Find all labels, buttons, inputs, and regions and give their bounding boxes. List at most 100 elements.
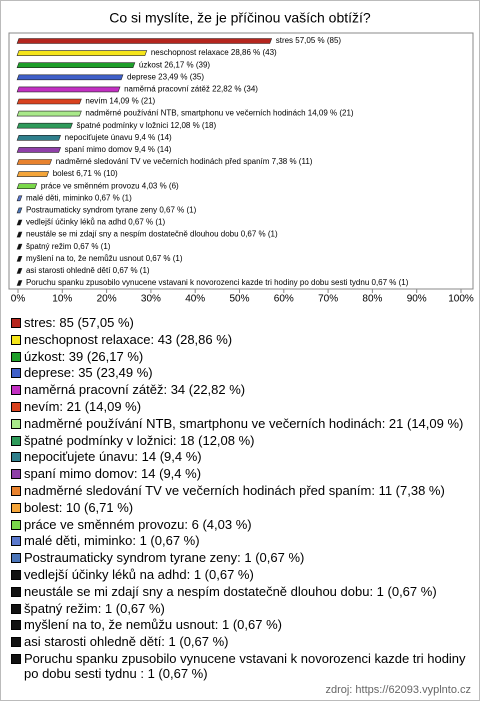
- bar: [16, 38, 273, 44]
- bar: [16, 207, 23, 214]
- bar: [16, 219, 23, 226]
- legend-swatch: [11, 334, 21, 345]
- bar: [16, 86, 121, 93]
- x-tick-label: 60%: [274, 294, 294, 305]
- value-label: naměrná pracovní zátěž 22,82 % (34): [124, 85, 258, 94]
- legend-item: nevím: 21 (14,09 %): [11, 399, 473, 414]
- value-label: stres 57,05 % (85): [276, 36, 342, 45]
- bar: [16, 122, 73, 129]
- legend-item: špatný režim: 1 (0,67 %): [11, 601, 473, 616]
- bar: [16, 159, 53, 165]
- legend-swatch: [11, 502, 21, 513]
- bar: [16, 62, 136, 69]
- legend-swatch: [11, 452, 21, 463]
- legend: stres: 85 (57,05 %) neschopnost relaxace:…: [11, 315, 473, 683]
- legend-label: úzkost: 39 (26,17 %): [24, 348, 144, 364]
- value-label: neustále se mi zdají sny a nespím dostat…: [26, 230, 278, 239]
- legend-label: neschopnost relaxace: 43 (28,86 %): [24, 331, 233, 347]
- value-label: spaní mimo domov 9,4 % (14): [65, 145, 172, 154]
- legend-swatch: [11, 469, 21, 480]
- value-label: nevím 14,09 % (21): [85, 97, 155, 106]
- x-tick-label: 90%: [407, 294, 427, 305]
- value-label: bolest 6,71 % (10): [53, 169, 118, 178]
- legend-item: špatné podmínky v ložnici: 18 (12,08 %): [11, 433, 473, 448]
- bar: [16, 50, 148, 56]
- legend-swatch: [11, 418, 21, 429]
- legend-swatch: [11, 385, 21, 396]
- value-label: myšlení na to, že nemůžu usnout 0,67 % (…: [26, 254, 183, 263]
- legend-swatch: [11, 536, 21, 547]
- value-label: práce ve směnném provozu 4,03 % (6): [41, 181, 179, 190]
- legend-label: nevím: 21 (14,09 %): [24, 398, 142, 414]
- legend-swatch: [11, 519, 21, 530]
- legend-item: Poruchu spanku zpusobilo vynucene vstava…: [11, 651, 473, 681]
- legend-swatch: [11, 553, 21, 564]
- legend-item: spaní mimo domov: 14 (9,4 %): [11, 466, 473, 481]
- legend-item: práce ve směnném provozu: 6 (4,03 %): [11, 517, 473, 532]
- legend-item: naměrná pracovní zátěž: 34 (22,82 %): [11, 382, 473, 397]
- bar: [16, 256, 23, 262]
- legend-label: neustále se mi zdají sny a nespím dostat…: [24, 583, 437, 599]
- value-label: úzkost 26,17 % (39): [139, 60, 210, 69]
- legend-label: špatné podmínky v ložnici: 18 (12,08 %): [24, 432, 255, 448]
- value-label: nepociťujete únavu 9,4 % (14): [65, 133, 172, 142]
- legend-item: nepociťujete únavu: 14 (9,4 %): [11, 449, 473, 464]
- legend-item: nadměrné sledování TV ve večerních hodin…: [11, 483, 473, 498]
- value-label: deprese 23,49 % (35): [127, 72, 204, 81]
- x-tick-label: 40%: [185, 294, 205, 305]
- chart: Co si myslíte, že je příčinou vaších obt…: [8, 10, 474, 305]
- value-label: malé děti, miminko 0,67 % (1): [26, 193, 132, 202]
- x-tick-label: 80%: [362, 294, 382, 305]
- legend-label: nepociťujete únavu: 14 (9,4 %): [24, 449, 202, 465]
- legend-item: nadměrné používání NTB, smartphonu ve ve…: [11, 416, 473, 431]
- bar: [16, 268, 23, 274]
- legend-label: myšlení na to, že nemůžu usnout: 1 (0,67…: [24, 617, 282, 633]
- bar: [16, 147, 61, 153]
- legend-label: stres: 85 (57,05 %): [24, 315, 134, 330]
- x-tick-label: 0%: [11, 294, 26, 305]
- legend-swatch: [11, 603, 21, 614]
- value-label: nadměrné sledování TV ve večerních hodin…: [56, 157, 313, 166]
- bar: [16, 183, 38, 189]
- legend-swatch: [11, 569, 21, 580]
- legend-label: bolest: 10 (6,71 %): [24, 499, 134, 515]
- x-tick-label: 10%: [52, 294, 72, 305]
- legend-swatch: [11, 401, 21, 412]
- x-tick-label: 100%: [448, 294, 474, 305]
- legend-label: asi starosti ohledně dětí: 1 (0,67 %): [24, 634, 229, 650]
- bar: [16, 74, 124, 81]
- legend-label: naměrná pracovní zátěž: 34 (22,82 %): [24, 382, 246, 398]
- value-label: asi starosti ohledně dětí 0,67 % (1): [26, 266, 150, 275]
- legend-item: neschopnost relaxace: 43 (28,86 %): [11, 332, 473, 347]
- x-tick-label: 50%: [229, 294, 249, 305]
- value-label: nadměrné používání NTB, smartphonu ve ve…: [85, 109, 353, 118]
- bar: [16, 231, 23, 238]
- bar: [16, 171, 50, 177]
- legend-swatch: [11, 653, 21, 664]
- value-label: Poruchu spanku zpusobilo vynucene vstava…: [26, 278, 409, 287]
- legend-item: stres: 85 (57,05 %): [11, 315, 473, 330]
- legend-label: Postraumaticky syndrom tyrane zeny: 1 (0…: [24, 550, 305, 566]
- legend-item: Postraumaticky syndrom tyrane zeny: 1 (0…: [11, 550, 473, 565]
- bar: [16, 110, 82, 117]
- legend-label: spaní mimo domov: 14 (9,4 %): [24, 466, 202, 482]
- x-tick-label: 30%: [141, 294, 161, 305]
- legend-item: deprese: 35 (23,49 %): [11, 365, 473, 380]
- legend-item: malé děti, miminko: 1 (0,67 %): [11, 533, 473, 548]
- value-label: Postraumaticky syndrom tyrane zeny 0,67 …: [26, 206, 197, 215]
- legend-label: vedlejší účinky léků na adhd: 1 (0,67 %): [24, 566, 254, 582]
- legend-label: práce ve směnném provozu: 6 (4,03 %): [24, 516, 252, 532]
- bar: [16, 280, 23, 286]
- bar: [16, 135, 61, 141]
- legend-swatch: [11, 637, 21, 648]
- source: zdroj: https://62093.vyplnto.cz: [325, 684, 471, 696]
- legend-item: vedlejší účinky léků na adhd: 1 (0,67 %): [11, 567, 473, 582]
- legend-swatch: [11, 586, 21, 597]
- legend-item: úzkost: 39 (26,17 %): [11, 349, 473, 364]
- legend-label: deprese: 35 (23,49 %): [24, 365, 153, 381]
- legend-swatch: [11, 368, 21, 379]
- legend-label: Poruchu spanku zpusobilo vynucene vstava…: [24, 650, 466, 681]
- legend-item: asi starosti ohledně dětí: 1 (0,67 %): [11, 634, 473, 649]
- legend-label: nadměrné používání NTB, smartphonu ve ve…: [24, 415, 464, 431]
